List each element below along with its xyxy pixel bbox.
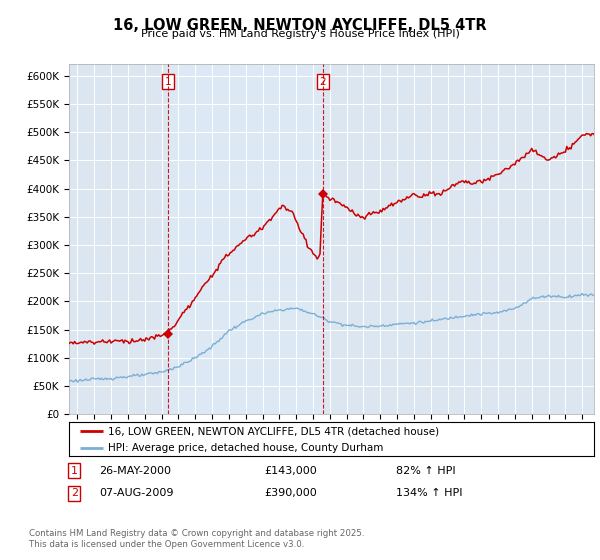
- Text: 2: 2: [71, 488, 78, 498]
- Text: HPI: Average price, detached house, County Durham: HPI: Average price, detached house, Coun…: [109, 443, 384, 452]
- Text: £390,000: £390,000: [264, 488, 317, 498]
- Text: 07-AUG-2009: 07-AUG-2009: [99, 488, 173, 498]
- Text: 2: 2: [319, 77, 326, 87]
- Text: 134% ↑ HPI: 134% ↑ HPI: [396, 488, 463, 498]
- Text: 16, LOW GREEN, NEWTON AYCLIFFE, DL5 4TR: 16, LOW GREEN, NEWTON AYCLIFFE, DL5 4TR: [113, 18, 487, 33]
- Text: Price paid vs. HM Land Registry's House Price Index (HPI): Price paid vs. HM Land Registry's House …: [140, 29, 460, 39]
- Text: 1: 1: [164, 77, 171, 87]
- Text: Contains HM Land Registry data © Crown copyright and database right 2025.
This d: Contains HM Land Registry data © Crown c…: [29, 529, 364, 549]
- Text: £143,000: £143,000: [264, 466, 317, 476]
- Bar: [168, 64, 323, 414]
- Text: 26-MAY-2000: 26-MAY-2000: [99, 466, 171, 476]
- Text: 82% ↑ HPI: 82% ↑ HPI: [396, 466, 455, 476]
- Text: 16, LOW GREEN, NEWTON AYCLIFFE, DL5 4TR (detached house): 16, LOW GREEN, NEWTON AYCLIFFE, DL5 4TR …: [109, 426, 439, 436]
- Text: 1: 1: [71, 466, 78, 476]
